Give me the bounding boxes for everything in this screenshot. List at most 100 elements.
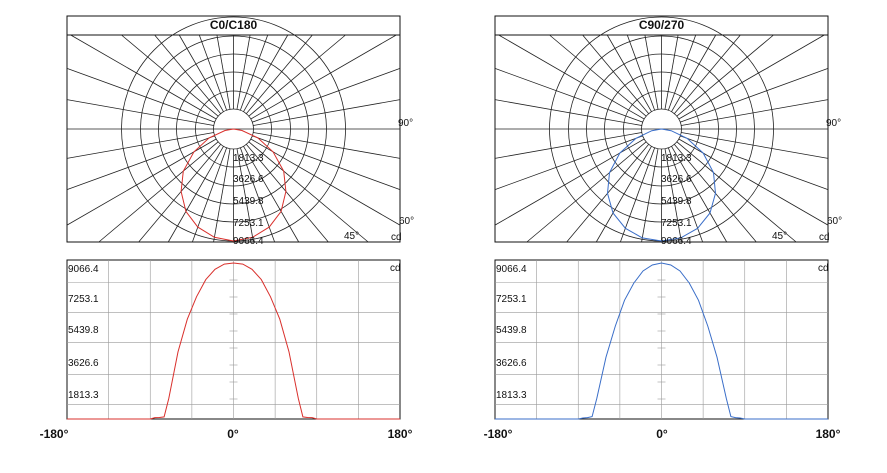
polar-spoke <box>70 34 217 120</box>
x-tick-label: 180° <box>816 427 841 441</box>
polar-spoke <box>641 148 659 243</box>
angle-label-45: 45° <box>772 231 787 242</box>
polar-spoke <box>606 34 652 112</box>
polar-spoke <box>619 147 656 243</box>
polar-spoke <box>526 141 647 243</box>
polar-spoke <box>66 132 214 159</box>
polar-spoke <box>676 141 797 243</box>
radial-tick-label: 3626.6 <box>661 174 692 185</box>
polar-spoke <box>494 135 643 190</box>
polar-spoke <box>216 34 231 110</box>
polar-spoke <box>671 146 728 243</box>
polar-spoke <box>198 34 228 111</box>
line-panel-right: 9066.4 7253.1 5439.8 3626.6 1813.3 cd -1… <box>484 259 841 441</box>
radial-tick-label: 7253.1 <box>661 218 692 229</box>
line-curve-left <box>67 262 400 420</box>
polar-spoke <box>236 34 251 110</box>
unit-label: cd <box>819 232 830 243</box>
radial-tick-label: 5439.8 <box>233 196 264 207</box>
polar-spoke <box>66 135 215 190</box>
polar-spoke <box>178 34 224 112</box>
polar-spoke <box>138 144 221 243</box>
polar-spoke <box>236 148 254 243</box>
polar-spoke <box>66 99 214 126</box>
polar-spoke <box>498 34 645 120</box>
polar-spoke <box>253 99 401 126</box>
y-tick-label: 9066.4 <box>496 264 527 275</box>
polar-spoke <box>680 68 829 123</box>
radial-tick-label: 9066.4 <box>661 236 692 247</box>
polar-spoke <box>246 34 313 114</box>
polar-spoke <box>494 132 642 159</box>
polar-curve-right <box>606 128 717 242</box>
x-tick-label: 0° <box>227 427 239 441</box>
polar-spoke <box>243 146 300 243</box>
polar-spoke <box>154 34 221 114</box>
polar-spoke <box>213 148 231 243</box>
polar-spoke <box>667 147 704 243</box>
unit-label: cd <box>391 232 402 243</box>
y-tick-label: 5439.8 <box>68 325 99 336</box>
y-tick-label: 3626.6 <box>496 358 527 369</box>
angle-label-60: 60° <box>827 216 842 227</box>
polar-spoke <box>664 34 679 110</box>
polar-spoke <box>246 144 329 243</box>
x-tick-label: -180° <box>484 427 513 441</box>
polar-spoke <box>674 34 741 114</box>
polar-spoke <box>243 34 289 112</box>
angle-label-90: 90° <box>826 118 841 129</box>
polar-spoke <box>680 135 829 190</box>
radial-tick-label: 5439.8 <box>661 196 692 207</box>
polar-spoke <box>121 34 219 117</box>
line-grid-right <box>495 260 828 419</box>
polar-grid-right <box>494 16 829 243</box>
polar-spoke <box>191 147 228 243</box>
unit-label: cd <box>818 263 829 274</box>
x-tick-label: 180° <box>388 427 413 441</box>
radial-tick-label: 3626.6 <box>233 174 264 185</box>
polar-spoke <box>252 135 401 190</box>
polar-spoke <box>595 146 652 243</box>
polar-spoke <box>681 132 829 159</box>
polar-panel-right: C90/270 1813.3 3626.6 5439.8 7253.1 9066… <box>494 15 842 247</box>
polar-spoke <box>678 34 825 120</box>
polar-spoke <box>66 138 217 226</box>
polar-spoke <box>667 34 697 111</box>
polar-curve-left <box>180 128 287 242</box>
polar-spoke <box>248 34 346 117</box>
y-tick-label: 3626.6 <box>68 358 99 369</box>
y-tick-label: 1813.3 <box>68 390 99 401</box>
polar-spoke <box>671 34 717 112</box>
y-tick-label: 7253.1 <box>496 294 527 305</box>
polar-spoke <box>252 68 401 123</box>
polar-spoke <box>66 68 215 123</box>
angle-label-90: 90° <box>398 118 413 129</box>
polar-title-right: C90/270 <box>639 18 685 32</box>
angle-label-60: 60° <box>399 216 414 227</box>
polar-panel-left: C0/C180 1813.3 3626.6 5439.8 7253.1 9066… <box>66 15 414 247</box>
y-tick-label: 1813.3 <box>496 390 527 401</box>
polar-spoke <box>494 68 643 123</box>
polar-spoke <box>239 34 269 111</box>
radial-tick-label: 1813.3 <box>661 153 692 164</box>
polar-spoke <box>582 34 649 114</box>
polar-spoke <box>644 34 659 110</box>
x-tick-label: -180° <box>40 427 69 441</box>
radial-tick-label: 1813.3 <box>233 153 264 164</box>
polar-spoke <box>167 146 224 243</box>
polar-spoke <box>98 141 219 243</box>
y-tick-label: 5439.8 <box>496 325 527 336</box>
polar-spoke <box>494 99 642 126</box>
polar-title-left: C0/C180 <box>210 18 258 32</box>
angle-label-45: 45° <box>344 231 359 242</box>
polar-spoke <box>239 147 276 243</box>
line-panel-left: 9066.4 7253.1 5439.8 3626.6 1813.3 cd -1… <box>40 259 413 441</box>
polar-spoke <box>549 34 647 117</box>
y-tick-label: 7253.1 <box>68 294 99 305</box>
radial-tick-label: 7253.1 <box>233 218 264 229</box>
radial-tick-label: 9066.4 <box>233 236 264 247</box>
x-tick-label: 0° <box>656 427 668 441</box>
polar-spoke <box>681 99 829 126</box>
polar-spoke <box>626 34 656 111</box>
